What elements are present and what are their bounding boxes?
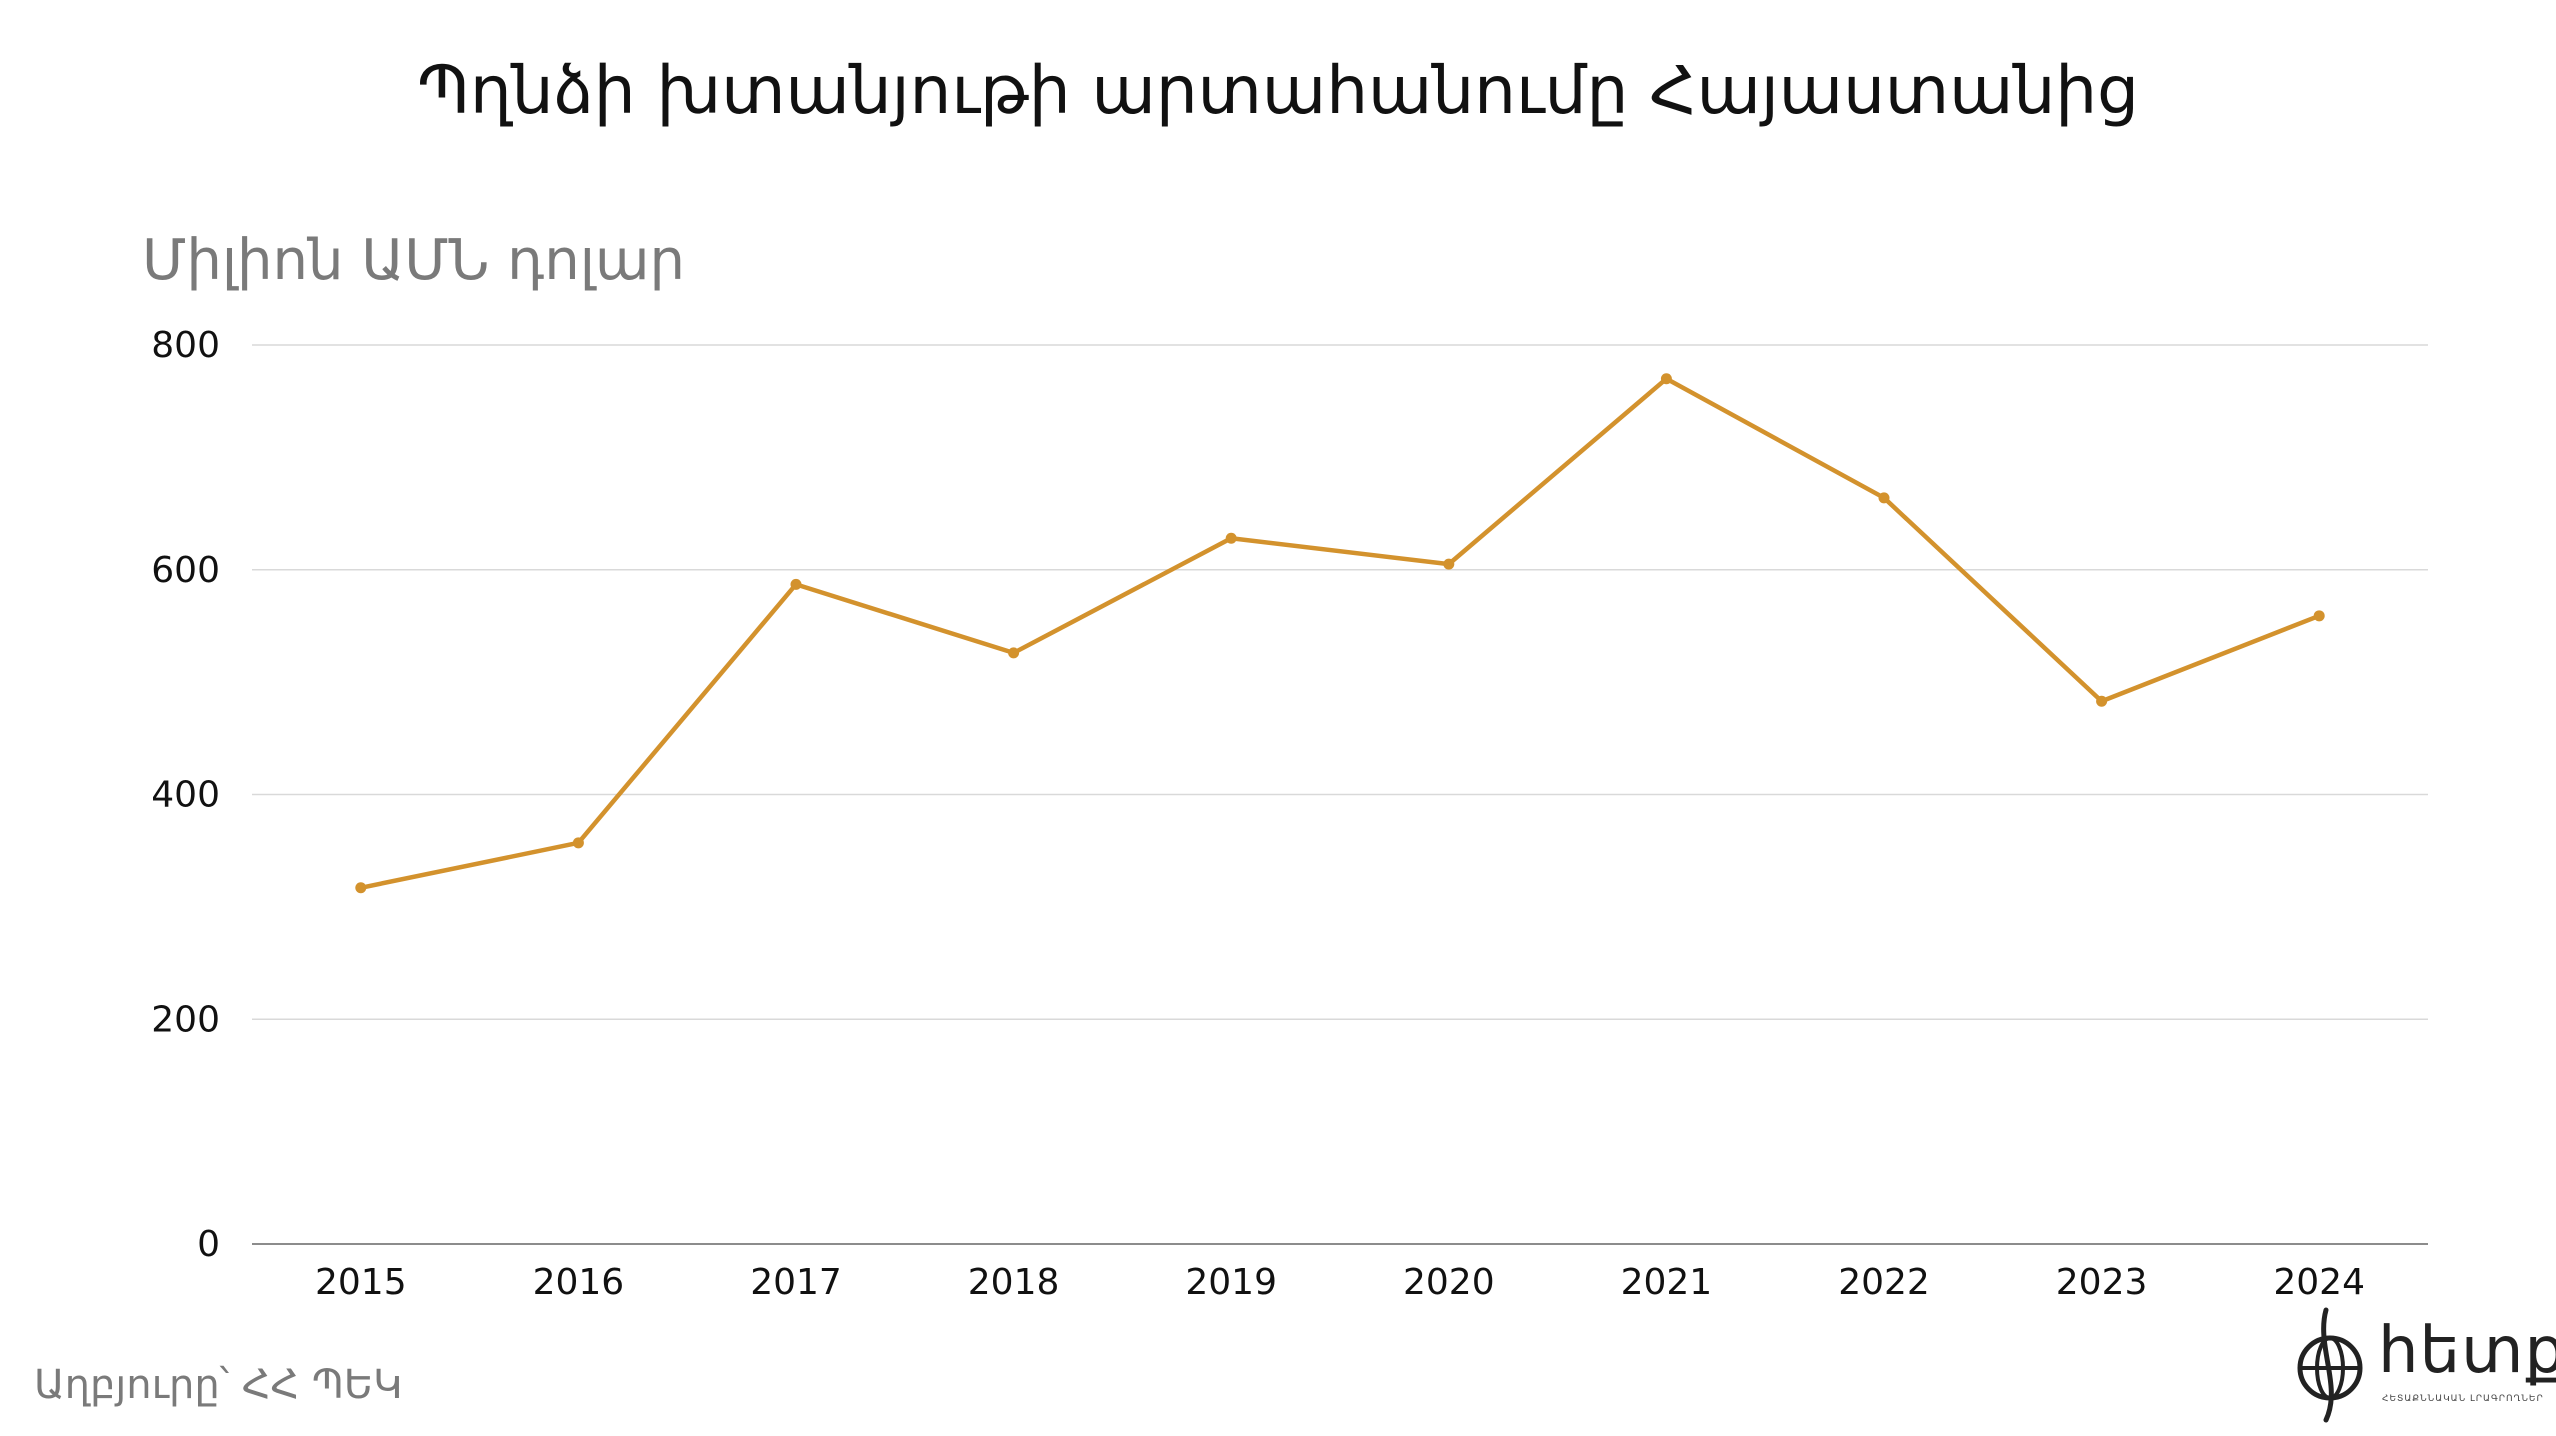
source-note: Աղբյուրը՝ ՀՀ ՊԵԿ: [34, 1362, 403, 1408]
gridlines: [252, 344, 2428, 1245]
data-point: [355, 882, 367, 894]
data-point: [1008, 647, 1020, 659]
x-tick-label: 2023: [2056, 1262, 2148, 1303]
y-tick-label: 0: [197, 1224, 220, 1265]
x-tick-label: 2019: [1185, 1262, 1277, 1303]
y-tick-label: 800: [151, 325, 220, 366]
x-tick-label: 2016: [533, 1262, 625, 1303]
logo-text: հետք: [2378, 1314, 2556, 1388]
y-tick-label: 200: [151, 999, 220, 1040]
x-tick-label: 2017: [750, 1262, 842, 1303]
x-tick-label: 2022: [1838, 1262, 1930, 1303]
logo-subtext: ՀԵՏԱՔՆՆԱԿԱՆ ԼՐԱԳՐՈՂՆԵՐ: [2382, 1394, 2544, 1404]
data-point: [790, 578, 802, 590]
y-tick-label: 400: [151, 775, 220, 816]
chart-title: Պղնձի խտանյութի արտահանումը Հայաստանից: [417, 52, 2139, 129]
data-point: [1660, 373, 1672, 385]
y-tick-label: 600: [151, 550, 220, 591]
y-axis-unit-label: Միլիոն ԱՄՆ դոլար: [142, 228, 686, 293]
x-tick-label: 2018: [968, 1262, 1060, 1303]
data-point: [2313, 610, 2325, 622]
data-point: [1225, 532, 1237, 544]
globe-logo-icon: [2297, 1307, 2363, 1423]
data-point: [1443, 558, 1455, 570]
data-point: [572, 837, 584, 849]
series-layer: [355, 373, 2325, 894]
data-point: [2096, 695, 2108, 707]
x-tick-label: 2024: [2273, 1262, 2365, 1303]
y-tick-labels: 0 200 400 600 800: [151, 325, 220, 1265]
x-tick-label: 2015: [315, 1262, 407, 1303]
x-tick-labels: 2015 2016 2017 2018 2019 2020 2021 2022 2023 2024: [315, 1262, 2365, 1303]
data-point: [1878, 492, 1890, 504]
series-line: [358, 376, 2322, 891]
x-tick-label: 2021: [1621, 1262, 1713, 1303]
x-tick-label: 2020: [1403, 1262, 1495, 1303]
publisher-logo: հետք ՀԵՏԱՔՆՆԱԿԱՆ ԼՐԱԳՐՈՂՆԵՐ: [2286, 1306, 2556, 1426]
